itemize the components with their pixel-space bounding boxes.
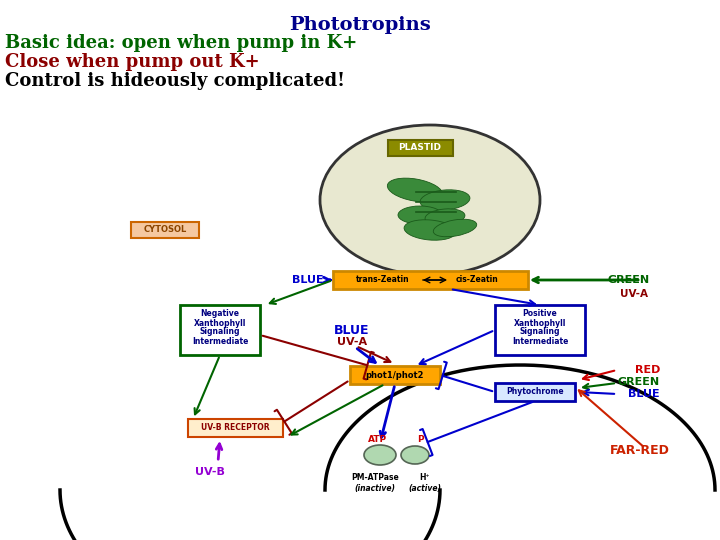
Text: BLUE: BLUE [629, 389, 660, 399]
Text: PM-ATPase: PM-ATPase [351, 474, 399, 483]
Text: Signaling: Signaling [520, 327, 560, 336]
Text: CYTOSOL: CYTOSOL [143, 226, 186, 234]
Text: UV-B: UV-B [195, 467, 225, 477]
Text: phot1/phot2: phot1/phot2 [366, 370, 424, 380]
Text: RED: RED [634, 365, 660, 375]
Text: trans-Zeatin: trans-Zeatin [356, 275, 410, 285]
FancyBboxPatch shape [131, 222, 199, 238]
Text: PLASTID: PLASTID [398, 144, 441, 152]
Text: UV-A: UV-A [337, 337, 367, 347]
Text: FAR-RED: FAR-RED [610, 443, 670, 456]
Text: Xanthophyll: Xanthophyll [194, 319, 246, 327]
Text: P: P [417, 435, 423, 444]
Text: Phototropins: Phototropins [289, 16, 431, 34]
Ellipse shape [401, 446, 429, 464]
Text: BLUE: BLUE [292, 275, 324, 285]
Text: Close when pump out K+: Close when pump out K+ [5, 53, 260, 71]
FancyBboxPatch shape [350, 366, 440, 384]
Ellipse shape [404, 220, 456, 240]
Text: ATP: ATP [369, 435, 387, 444]
Text: Phytochrome: Phytochrome [506, 388, 564, 396]
Text: Control is hideously complicated!: Control is hideously complicated! [5, 72, 345, 90]
Text: (inactive): (inactive) [354, 483, 395, 492]
Ellipse shape [398, 206, 442, 224]
Text: GREEN: GREEN [618, 377, 660, 387]
Ellipse shape [364, 445, 396, 465]
Text: Signaling: Signaling [199, 327, 240, 336]
Text: Intermediate: Intermediate [512, 336, 568, 346]
Ellipse shape [387, 178, 443, 202]
FancyBboxPatch shape [495, 383, 575, 401]
Text: H⁺: H⁺ [420, 474, 431, 483]
FancyBboxPatch shape [495, 305, 585, 355]
Ellipse shape [433, 219, 477, 237]
Ellipse shape [320, 125, 540, 275]
Text: Xanthophyll: Xanthophyll [514, 319, 566, 327]
Text: cis-Zeatin: cis-Zeatin [456, 275, 498, 285]
Text: BLUE: BLUE [334, 323, 370, 336]
FancyBboxPatch shape [180, 305, 260, 355]
FancyBboxPatch shape [387, 140, 452, 156]
Text: Positive: Positive [523, 309, 557, 319]
Text: (active): (active) [408, 483, 441, 492]
Text: UV-B RECEPTOR: UV-B RECEPTOR [201, 423, 269, 433]
Text: UV-A: UV-A [620, 289, 648, 299]
FancyBboxPatch shape [187, 419, 282, 437]
Text: Intermediate: Intermediate [192, 336, 248, 346]
Text: GREEN: GREEN [608, 275, 650, 285]
Ellipse shape [420, 190, 470, 210]
Ellipse shape [425, 209, 465, 225]
Text: Negative: Negative [200, 309, 240, 319]
Text: Basic idea: open when pump in K+: Basic idea: open when pump in K+ [5, 34, 357, 52]
FancyBboxPatch shape [333, 271, 528, 289]
